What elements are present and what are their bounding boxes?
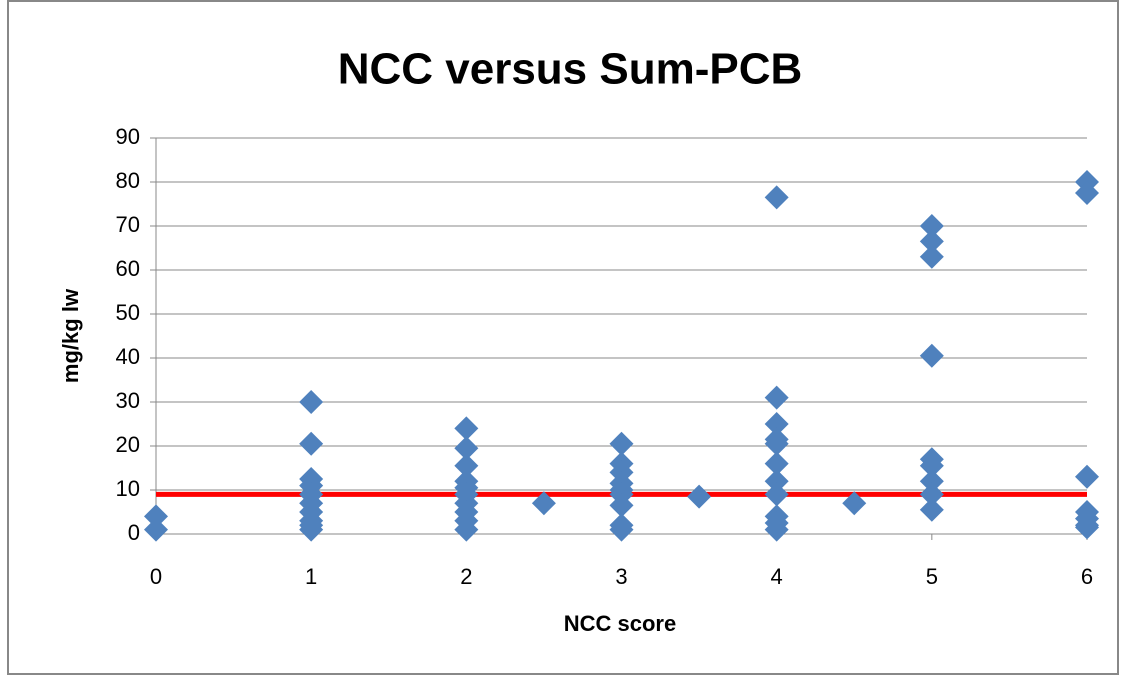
chart-title: NCC versus Sum-PCB xyxy=(338,45,803,94)
data-point xyxy=(1075,515,1099,540)
data-point xyxy=(531,491,556,516)
x-tick-label: 0 xyxy=(150,564,162,589)
data-point xyxy=(609,493,634,518)
data-point xyxy=(842,491,867,516)
y-tick-label: 80 xyxy=(116,168,140,193)
data-point xyxy=(764,385,789,410)
data-point xyxy=(919,482,944,507)
data-point xyxy=(299,431,324,456)
x-tick-label: 4 xyxy=(771,564,783,589)
data-point xyxy=(454,436,479,461)
x-tick-label: 2 xyxy=(460,564,472,589)
x-tick-label: 3 xyxy=(615,564,627,589)
data-point xyxy=(764,185,789,210)
data-point xyxy=(299,517,324,542)
y-tick-label: 10 xyxy=(116,476,140,501)
y-tick-label: 70 xyxy=(116,212,140,237)
data-point xyxy=(454,517,479,542)
x-tick-label: 1 xyxy=(305,564,317,589)
data-point xyxy=(919,229,944,254)
data-point xyxy=(144,517,168,542)
data-point xyxy=(144,504,168,529)
data-point xyxy=(919,469,944,494)
data-point xyxy=(687,484,712,509)
x-axis-label: NCC score xyxy=(564,611,676,636)
data-point xyxy=(919,453,944,478)
x-tick-label: 6 xyxy=(1081,564,1093,589)
data-point xyxy=(764,451,789,476)
data-point xyxy=(764,412,789,436)
y-tick-label: 0 xyxy=(128,520,140,545)
y-tick-label: 20 xyxy=(116,432,140,457)
data-point xyxy=(454,453,479,478)
data-point xyxy=(299,390,324,414)
y-tick-label: 90 xyxy=(116,124,140,149)
data-point xyxy=(919,497,944,522)
x-tick-label: 5 xyxy=(926,564,938,589)
data-point xyxy=(609,431,634,456)
data-point xyxy=(1075,464,1099,489)
y-tick-label: 30 xyxy=(116,388,140,413)
y-axis-label: mg/kg lw xyxy=(58,288,83,383)
data-point xyxy=(1075,181,1099,205)
data-point xyxy=(919,244,944,269)
chart-border xyxy=(7,0,1119,675)
y-tick-label: 50 xyxy=(116,300,140,325)
data-point xyxy=(764,517,789,542)
data-point xyxy=(919,214,944,238)
data-point xyxy=(454,416,479,441)
data-point xyxy=(764,482,789,507)
data-point xyxy=(764,469,789,494)
y-tick-label: 60 xyxy=(116,256,140,281)
data-point xyxy=(609,517,634,542)
data-point xyxy=(764,431,789,456)
data-point xyxy=(919,343,944,368)
y-tick-label: 40 xyxy=(116,344,140,369)
